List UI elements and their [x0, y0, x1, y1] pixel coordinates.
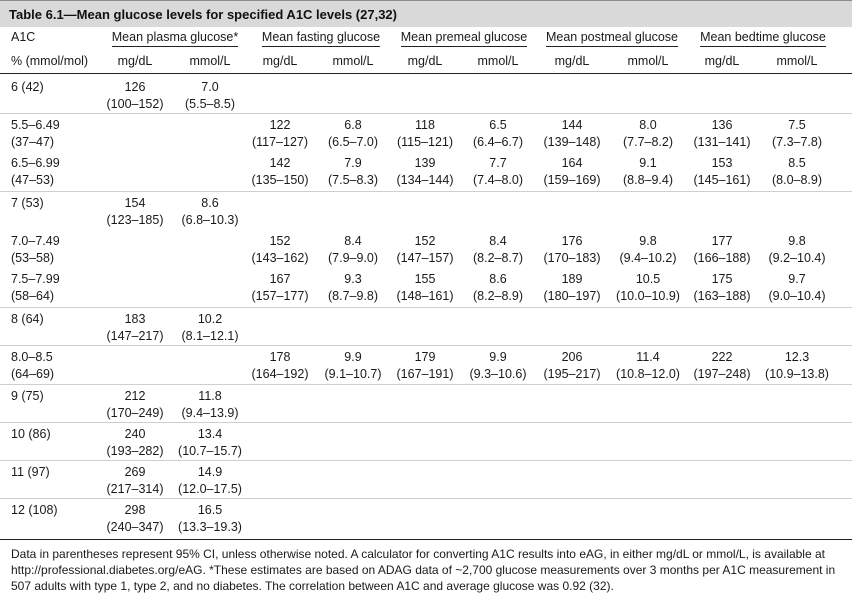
table-cell: 9.9 (9.1–10.7) — [324, 350, 382, 381]
table-footnote: Data in parentheses represent 95% CI, un… — [11, 547, 836, 593]
table-title: Table 6.1—Mean glucose levels for specif… — [9, 7, 397, 22]
table-cell: 8.5 (8.0–8.9) — [771, 156, 823, 187]
row-a1c-label: 7.5–7.99 (58–64) — [11, 272, 60, 303]
table-bottom-rule — [0, 539, 852, 540]
header-unit-4: mg/dL — [407, 54, 443, 68]
table-cell: 9.8 (9.2–10.4) — [768, 234, 826, 265]
table-title-band: Table 6.1—Mean glucose levels for specif… — [0, 0, 852, 27]
row-a1c-label: 12 (108) — [11, 503, 58, 517]
table-cell: 118 (115–121) — [396, 118, 454, 149]
row-a1c-label: 5.5–6.49 (37–47) — [11, 118, 60, 149]
header-divider — [0, 73, 852, 74]
table-cell: 8.6 (8.2–8.9) — [472, 272, 524, 303]
header-unit-9: mmol/L — [776, 54, 818, 68]
table-cell: 212 (170–249) — [106, 389, 164, 420]
table-cell: 9.7 (9.0–10.4) — [768, 272, 826, 303]
row-separator — [0, 498, 852, 499]
table-cell: 8.6 (6.8–10.3) — [181, 196, 239, 227]
table-cell: 167 (157–177) — [251, 272, 309, 303]
row-a1c-label: 7 (53) — [11, 196, 44, 210]
table-cell: 6.8 (6.5–7.0) — [327, 118, 379, 149]
table-cell: 9.8 (9.4–10.2) — [619, 234, 677, 265]
header-unit-3: mmol/L — [332, 54, 374, 68]
row-separator — [0, 460, 852, 461]
table-cell: 14.9 (12.0–17.5) — [178, 465, 242, 496]
table-cell: 206 (195–217) — [543, 350, 601, 381]
header-group-postmeal: Mean postmeal glucose — [539, 30, 685, 48]
table-cell: 9.1 (8.8–9.4) — [622, 156, 674, 187]
row-a1c-label: 8 (64) — [11, 312, 44, 326]
table-cell: 189 (180–197) — [543, 272, 601, 303]
header-unit-0: mg/dL — [117, 54, 153, 68]
row-a1c-label: 8.0–8.5 (64–69) — [11, 350, 55, 381]
table-cell: 9.9 (9.3–10.6) — [469, 350, 527, 381]
row-a1c-label: 6.5–6.99 (47–53) — [11, 156, 60, 187]
table-cell: 240 (193–282) — [106, 427, 164, 458]
table-cell: 152 (147–157) — [396, 234, 454, 265]
table-cell: 10.5 (10.0–10.9) — [616, 272, 680, 303]
header-unit-6: mg/dL — [554, 54, 590, 68]
header-a1c: A1C — [11, 30, 36, 44]
header-unit-8: mg/dL — [704, 54, 740, 68]
table-cell: 16.5 (13.3–19.3) — [178, 503, 242, 534]
table-cell: 154 (123–185) — [106, 196, 164, 227]
table-cell: 177 (166–188) — [693, 234, 751, 265]
table-cell: 7.0 (5.5–8.5) — [184, 80, 236, 111]
table-cell: 178 (164–192) — [251, 350, 309, 381]
table-cell: 7.7 (7.4–8.0) — [472, 156, 524, 187]
table-cell: 144 (139–148) — [543, 118, 601, 149]
table-cell: 9.3 (8.7–9.8) — [327, 272, 379, 303]
table-cell: 176 (170–183) — [543, 234, 601, 265]
row-separator — [0, 113, 852, 114]
header-unit-1: mmol/L — [189, 54, 231, 68]
table-cell: 152 (143–162) — [251, 234, 309, 265]
table-cell: 12.3 (10.9–13.8) — [765, 350, 829, 381]
row-a1c-label: 7.0–7.49 (53–58) — [11, 234, 60, 265]
row-separator — [0, 384, 852, 385]
table-cell: 126 (100–152) — [106, 80, 164, 111]
table-cell: 8.4 (7.9–9.0) — [327, 234, 379, 265]
table-cell: 175 (163–188) — [693, 272, 751, 303]
table-cell: 136 (131–141) — [693, 118, 751, 149]
header-group-premeal: Mean premeal glucose — [394, 30, 534, 48]
table-cell: 269 (217–314) — [106, 465, 164, 496]
table-cell: 7.9 (7.5–8.3) — [327, 156, 379, 187]
row-separator — [0, 191, 852, 192]
table-cell: 8.4 (8.2–8.7) — [472, 234, 524, 265]
row-a1c-label: 6 (42) — [11, 80, 44, 94]
row-a1c-label: 11 (97) — [11, 465, 50, 479]
table-cell: 13.4 (10.7–15.7) — [178, 427, 242, 458]
table-cell: 6.5 (6.4–6.7) — [472, 118, 524, 149]
header-unit-7: mmol/L — [627, 54, 669, 68]
table-cell: 179 (167–191) — [396, 350, 454, 381]
table-cell: 164 (159–169) — [543, 156, 601, 187]
header-unit-2: mg/dL — [262, 54, 298, 68]
table-cell: 11.8 (9.4–13.9) — [181, 389, 239, 420]
table-cell: 155 (148–161) — [396, 272, 454, 303]
table-cell: 8.0 (7.7–8.2) — [622, 118, 674, 149]
row-separator — [0, 307, 852, 308]
header-unit-5: mmol/L — [477, 54, 519, 68]
table-cell: 139 (134–144) — [396, 156, 454, 187]
table-cell: 7.5 (7.3–7.8) — [771, 118, 823, 149]
header-group-fasting: Mean fasting glucose — [254, 30, 388, 48]
header-a1c-unit: % (mmol/mol) — [11, 54, 89, 68]
row-separator — [0, 345, 852, 346]
table-cell: 122 (117–127) — [251, 118, 309, 149]
table-cell: 10.2 (8.1–12.1) — [181, 312, 239, 343]
table-cell: 298 (240–347) — [106, 503, 164, 534]
row-separator — [0, 422, 852, 423]
row-a1c-label: 9 (75) — [11, 389, 44, 403]
table-cell: 142 (135–150) — [251, 156, 309, 187]
row-a1c-label: 10 (86) — [11, 427, 51, 441]
table-cell: 183 (147–217) — [106, 312, 164, 343]
header-group-plasma: Mean plasma glucose* — [102, 30, 248, 48]
header-group-bedtime: Mean bedtime glucose — [691, 30, 835, 48]
table-cell: 222 (197–248) — [693, 350, 751, 381]
table-cell: 11.4 (10.8–12.0) — [616, 350, 680, 381]
table-cell: 153 (145–161) — [693, 156, 751, 187]
